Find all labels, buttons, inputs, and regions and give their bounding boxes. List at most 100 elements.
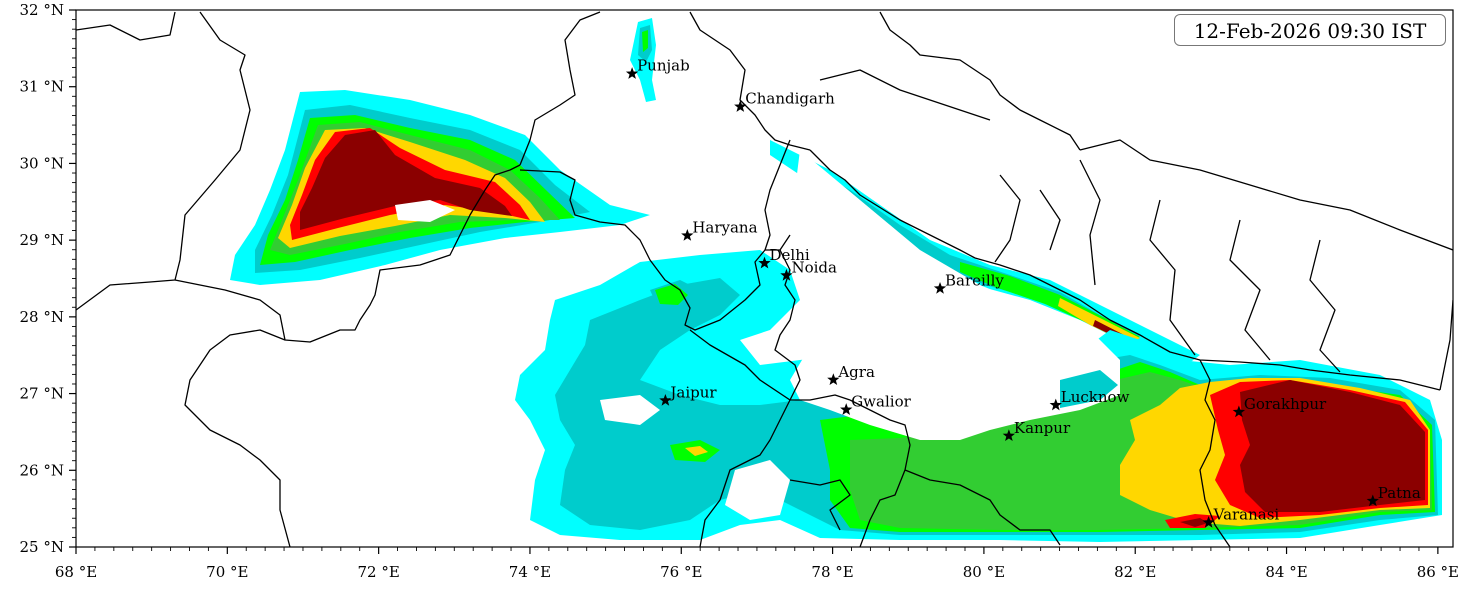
rajasthan-patch-level-5 <box>685 446 708 456</box>
main-field-level-7 <box>1240 380 1425 512</box>
foothill-streak <box>770 140 1200 370</box>
star-icon <box>681 229 694 241</box>
western-band-level-7 <box>300 130 512 230</box>
x-tick-label: 70 °E <box>206 563 248 581</box>
city-noida: Noida <box>780 258 837 281</box>
star-icon <box>1366 494 1379 507</box>
border-mp-up <box>849 399 911 547</box>
x-tick-label: 68 °E <box>55 563 97 581</box>
border-nepal-east <box>1439 299 1453 391</box>
x-tick-label: 84 °E <box>1265 563 1307 581</box>
x-tick-label: 82 °E <box>1114 563 1156 581</box>
western-band-clear-patch <box>395 200 455 222</box>
central-up-clear-area <box>790 150 1120 440</box>
x-tick-label: 74 °E <box>509 563 551 581</box>
border-uttarakhand <box>809 149 976 259</box>
border-nepal-west <box>879 11 1081 151</box>
x-tick-label: 80 °E <box>963 563 1005 581</box>
border-punjab-pak <box>76 11 251 311</box>
star-icon <box>827 373 840 386</box>
border-up-bihar <box>1199 359 1231 547</box>
city-label: Agra <box>837 363 875 381</box>
star-icon <box>758 256 771 269</box>
star-icon <box>625 67 639 79</box>
city-punjab: Punjab <box>625 57 690 79</box>
y-tick-label: 30 °N <box>20 154 64 172</box>
star-icon <box>1049 398 1062 411</box>
city-gorakhpur: Gorakhpur <box>1232 395 1327 418</box>
city-label: Jaipur <box>668 383 717 401</box>
city-label: Delhi <box>770 246 810 264</box>
precipitation-field <box>230 18 1442 542</box>
city-label: Noida <box>791 258 837 276</box>
x-axis: 68 °E 70 °E 72 °E 74 °E 76 °E 78 °E 80 °E 82 °E… <box>55 547 1459 581</box>
y-tick-label: 29 °N <box>20 231 64 249</box>
y-tick-label: 31 °N <box>20 78 64 96</box>
x-tick-label: 86 °E <box>1417 563 1459 581</box>
punjab-streak <box>630 18 656 102</box>
city-bareilly: Bareilly <box>933 271 1004 294</box>
state-borders <box>76 11 1453 547</box>
punjab-streak-level-3 <box>642 30 648 52</box>
city-label: Haryana <box>692 219 757 237</box>
varanasi-patch-level-7 <box>1180 518 1208 527</box>
city-label: Gwalior <box>851 393 911 411</box>
star-icon <box>780 268 793 281</box>
city-label: Varanasi <box>1213 505 1280 523</box>
border-nepal-prov-3 <box>1149 199 1196 356</box>
border-tibet-2 <box>1079 139 1453 251</box>
city-label: Bareilly <box>945 271 1004 289</box>
city-gwalior: Gwalior <box>840 393 912 415</box>
border-himachal <box>689 11 811 151</box>
star-icon <box>1002 429 1016 442</box>
city-haryana: Haryana <box>681 219 758 241</box>
star-icon <box>840 403 853 415</box>
border-tibet-1 <box>819 69 991 121</box>
border-delhi-up <box>774 249 851 401</box>
star-icon <box>933 281 947 294</box>
border-nepal-prov-2 <box>1079 159 1101 286</box>
central-eastern-field <box>515 150 1442 542</box>
city-label: Gorakhpur <box>1244 395 1327 413</box>
city-label: Patna <box>1378 484 1421 502</box>
x-tick-label: 78 °E <box>811 563 853 581</box>
border-gujarat <box>184 329 291 547</box>
y-tick-label: 25 °N <box>20 538 64 556</box>
border-nepal-prov-6 <box>1039 189 1061 251</box>
western-rain-band <box>230 90 650 285</box>
city-jaipur: Jaipur <box>659 383 717 406</box>
city-label: Kanpur <box>1014 419 1071 437</box>
rajasthan-clear-hole <box>600 395 660 425</box>
border-nepal-prov-4 <box>1229 219 1271 361</box>
border-mp-inner <box>789 479 851 531</box>
city-varanasi: Varanasi <box>1202 505 1280 528</box>
city-label: Punjab <box>637 57 690 75</box>
central-up-inner-l2 <box>1060 370 1118 408</box>
border-punjab-haryana <box>519 169 791 331</box>
border-rajasthan-west <box>174 164 521 343</box>
border-up-mp-south <box>904 469 1061 546</box>
city-patna: Patna <box>1366 484 1421 507</box>
city-chandigarh: Chandigarh <box>734 90 835 112</box>
y-tick-label: 26 °N <box>20 461 64 479</box>
city-lucknow: Lucknow <box>1049 388 1130 411</box>
x-tick-label: 76 °E <box>660 563 702 581</box>
border-pakistan-west <box>76 11 176 41</box>
city-agra: Agra <box>827 363 875 386</box>
y-axis: 25 °N 26 °N 27 °N 28 °N 29 °N 30 °N 31 °N 32 °N <box>20 1 76 556</box>
border-nepal-prov-1 <box>994 174 1021 263</box>
timestamp-label: 12-Feb-2026 09:30 IST <box>1174 14 1446 46</box>
star-icon <box>659 393 672 406</box>
border-rajasthan-mp <box>689 329 791 547</box>
foothill-streak-level-5 <box>1058 298 1140 344</box>
border-nepal-prov-5 <box>1309 239 1341 373</box>
star-icon <box>1202 515 1215 528</box>
y-tick-label: 28 °N <box>20 308 64 326</box>
mp-clear-hole <box>725 460 790 520</box>
border-nepal-south <box>974 257 1441 391</box>
border-haryana-up <box>764 139 791 251</box>
star-icon <box>734 100 747 112</box>
border-punjab-north <box>519 11 601 166</box>
